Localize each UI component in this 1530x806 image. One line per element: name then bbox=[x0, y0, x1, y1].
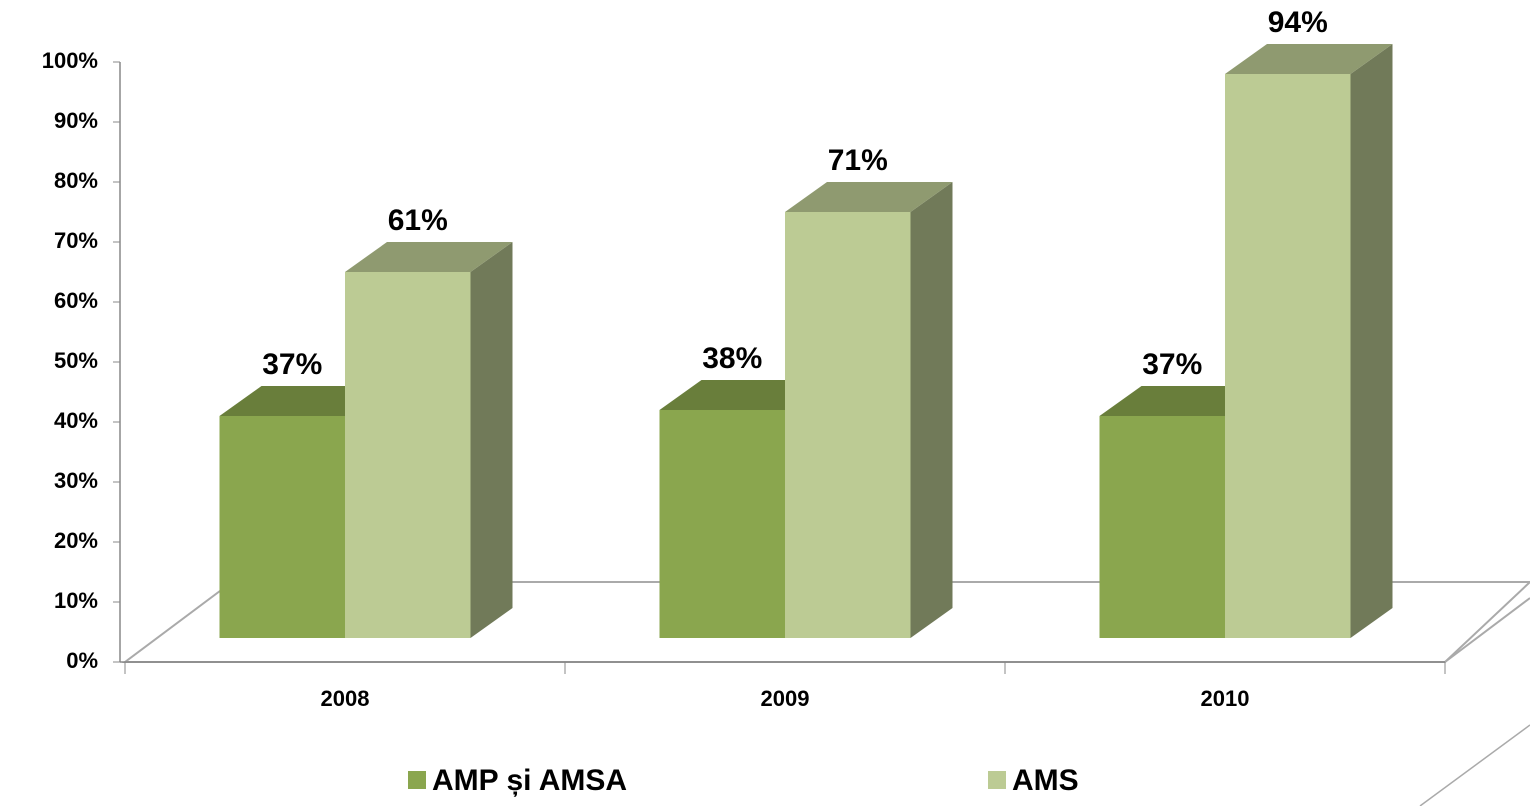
value-label: 37% bbox=[1142, 348, 1202, 381]
floor-edge bbox=[1444, 597, 1530, 663]
value-label: 61% bbox=[388, 204, 448, 237]
bar-front bbox=[219, 416, 345, 638]
bar bbox=[345, 242, 513, 638]
value-label: 94% bbox=[1268, 6, 1328, 39]
y-tick-label: 40% bbox=[54, 408, 98, 433]
bar-front bbox=[1225, 74, 1351, 638]
y-tick-label: 50% bbox=[54, 348, 98, 373]
y-tick-label: 80% bbox=[54, 168, 98, 193]
x-tick-label: 2008 bbox=[321, 686, 370, 711]
y-tick-label: 70% bbox=[54, 228, 98, 253]
value-label: 37% bbox=[262, 348, 322, 381]
bar-front bbox=[1099, 416, 1225, 638]
bar-front bbox=[345, 272, 471, 638]
value-label: 38% bbox=[702, 342, 762, 375]
value-label: 71% bbox=[828, 144, 888, 177]
y-tick-label: 30% bbox=[54, 468, 98, 493]
bar bbox=[1225, 44, 1393, 638]
decoration bbox=[1419, 724, 1530, 806]
bar-top bbox=[345, 242, 513, 272]
bar-front bbox=[659, 410, 785, 638]
y-tick-label: 10% bbox=[54, 588, 98, 613]
legend-label: AMS bbox=[1012, 764, 1079, 797]
legend-label: AMP și AMSA bbox=[432, 764, 627, 797]
bar-side bbox=[470, 242, 513, 638]
x-tick-label: 2009 bbox=[761, 686, 810, 711]
y-tick-label: 90% bbox=[54, 108, 98, 133]
x-tick-label: 2010 bbox=[1201, 686, 1250, 711]
bar-side bbox=[910, 182, 953, 638]
legend-swatch bbox=[988, 771, 1006, 789]
y-tick-label: 20% bbox=[54, 528, 98, 553]
bar-top bbox=[785, 182, 953, 212]
bar-top bbox=[1225, 44, 1393, 74]
y-tick-label: 60% bbox=[54, 288, 98, 313]
legend-swatch bbox=[408, 771, 426, 789]
bar bbox=[785, 182, 953, 638]
bar-front bbox=[785, 212, 911, 638]
y-tick-label: 100% bbox=[42, 48, 98, 73]
bar-side bbox=[1350, 44, 1393, 638]
y-tick-label: 0% bbox=[66, 648, 98, 673]
